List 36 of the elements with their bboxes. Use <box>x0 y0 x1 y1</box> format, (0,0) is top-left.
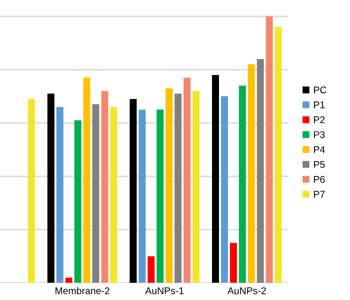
bar <box>212 74 219 283</box>
x-tick-label: AuNPs-2 <box>227 287 266 294</box>
bar <box>130 98 137 283</box>
bar <box>56 106 64 283</box>
bar <box>138 110 146 283</box>
x-tick-label: Membrane-2 <box>56 287 110 294</box>
bar <box>74 120 82 283</box>
legend-label: P1 <box>314 102 325 108</box>
bar <box>274 26 282 283</box>
legend-label: P3 <box>314 131 325 138</box>
bar <box>238 86 246 283</box>
bar <box>220 96 228 283</box>
x-tick-label: AuNPs-1 <box>145 287 184 294</box>
legend-label: PC <box>314 86 326 94</box>
bar <box>148 256 155 283</box>
bar <box>83 78 90 283</box>
bar <box>174 94 182 283</box>
bar <box>47 94 54 283</box>
bar <box>184 78 191 283</box>
legend-label: P2 <box>314 116 325 124</box>
bar <box>92 104 100 283</box>
bar <box>256 58 264 283</box>
bar <box>156 110 164 283</box>
legend-label: P7 <box>314 190 325 198</box>
bar <box>28 98 35 283</box>
bar <box>266 16 273 283</box>
legend-label: P5 <box>314 161 325 168</box>
legend-label: P6 <box>314 176 325 183</box>
legend-label: P4 <box>314 146 325 153</box>
bar <box>248 64 255 283</box>
bar <box>65 278 72 283</box>
bar <box>110 106 118 283</box>
bar <box>230 242 237 283</box>
bar <box>166 88 173 283</box>
bar <box>101 90 108 283</box>
bar <box>192 90 200 283</box>
